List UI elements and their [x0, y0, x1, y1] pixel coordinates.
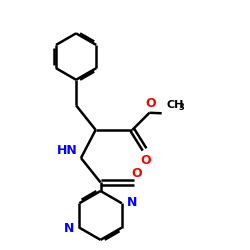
Text: O: O	[131, 167, 142, 180]
Text: 3: 3	[178, 102, 184, 112]
Text: O: O	[140, 154, 151, 167]
Text: HN: HN	[56, 144, 77, 157]
Text: N: N	[64, 222, 74, 235]
Text: CH: CH	[166, 100, 184, 110]
Text: O: O	[145, 97, 156, 110]
Text: N: N	[126, 196, 137, 208]
